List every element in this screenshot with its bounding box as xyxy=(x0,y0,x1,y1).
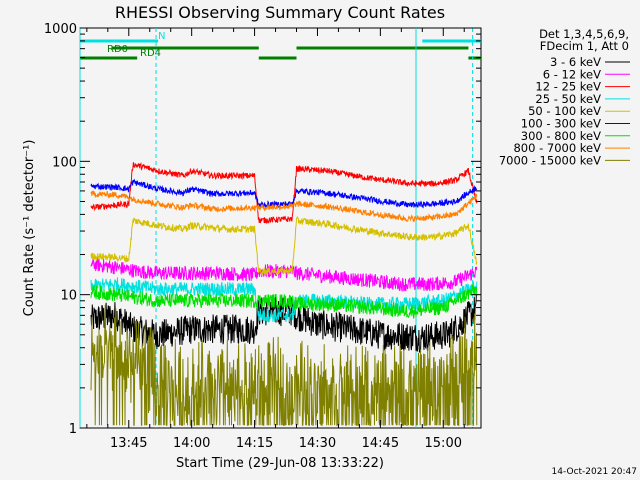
timestamp: 14-Oct-2021 20:47 xyxy=(552,467,637,477)
y-axis-label: Count Rate (s⁻¹ detector⁻¹) xyxy=(22,140,37,317)
chart-title: RHESSI Observing Summary Count Rates xyxy=(115,3,445,22)
flag-label-n: N xyxy=(158,31,165,42)
series-line-0 xyxy=(90,294,478,353)
flag-label-rd0: RD0 xyxy=(107,44,128,55)
y-tick-label-3: 1000 xyxy=(44,22,77,37)
legend-label-2: 12 - 25 keV xyxy=(535,80,601,94)
legend: Det 1,3,4,5,6,9,FDecim 1, Att 0 3 - 6 keV… xyxy=(499,27,630,167)
series-line-4 xyxy=(90,216,478,277)
legend-label-7: 800 - 7000 keV xyxy=(513,141,601,155)
x-axis-label: Start Time (29-Jun-08 13:33:22) xyxy=(176,456,384,471)
legend-label-0: 3 - 6 keV xyxy=(550,55,601,69)
series-line-5 xyxy=(90,178,478,210)
series-line-3 xyxy=(90,277,478,323)
flags-layer: N RD0 RD4 xyxy=(80,31,481,60)
legend-label-4: 50 - 100 keV xyxy=(528,104,601,118)
vlines-layer xyxy=(79,28,474,428)
x-tick-label-2: 14:15 xyxy=(236,436,273,451)
legend-label-6: 300 - 800 keV xyxy=(521,129,601,143)
x-tick-label-4: 14:45 xyxy=(362,436,399,451)
y-tick-label-0: 1 xyxy=(69,422,77,437)
legend-label-1: 6 - 12 keV xyxy=(543,67,601,81)
legend-label-5: 100 - 300 keV xyxy=(521,117,601,131)
y-tick-label-1: 10 xyxy=(60,289,77,304)
x-tick-label-0: 13:45 xyxy=(110,436,147,451)
series-line-2 xyxy=(90,161,478,224)
series-line-6 xyxy=(90,284,478,319)
y-tick-label-2: 100 xyxy=(52,155,77,170)
series-line-7 xyxy=(90,189,478,222)
x-tick-label-5: 15:00 xyxy=(425,436,462,451)
x-tick-label-3: 14:30 xyxy=(299,436,336,451)
legend-label-8: 7000 - 15000 keV xyxy=(499,153,601,167)
series-line-8 xyxy=(90,304,478,426)
series-line-1 xyxy=(90,257,478,292)
flag-label-rd4: RD4 xyxy=(140,48,161,59)
axes-layer: 13:45 14:00 14:15 14:30 14:45 15:00 1 10 100 1000 xyxy=(44,22,481,451)
legend-header-0: Det 1,3,4,5,6,9, xyxy=(539,27,629,41)
legend-label-3: 25 - 50 keV xyxy=(535,92,601,106)
legend-header-1: FDecim 1, Att 0 xyxy=(540,39,629,53)
series-layer xyxy=(90,161,478,426)
x-tick-label-1: 14:00 xyxy=(173,436,210,451)
